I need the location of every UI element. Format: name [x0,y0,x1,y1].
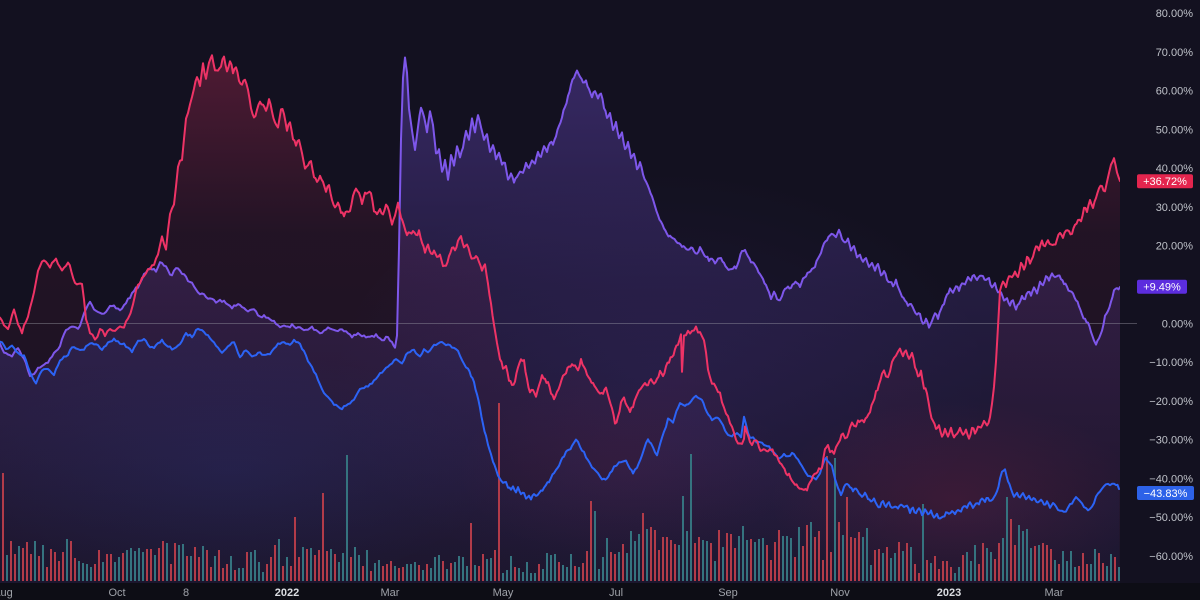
svg-text:80.00%: 80.00% [1156,8,1194,20]
svg-text:−43.83%: −43.83% [1144,488,1188,500]
svg-text:70.00%: 70.00% [1156,47,1194,59]
svg-text:Aug: Aug [0,587,13,599]
svg-text:−20.00%: −20.00% [1149,396,1193,408]
svg-text:−10.00%: −10.00% [1149,357,1193,369]
svg-text:−50.00%: −50.00% [1149,512,1193,524]
svg-text:Jul: Jul [609,587,623,599]
svg-text:Oct: Oct [108,587,125,599]
svg-text:−30.00%: −30.00% [1149,435,1193,447]
svg-text:40.00%: 40.00% [1156,163,1194,175]
svg-text:May: May [493,587,514,599]
svg-text:2023: 2023 [937,587,961,599]
svg-text:−60.00%: −60.00% [1149,551,1193,563]
svg-text:30.00%: 30.00% [1156,202,1194,214]
svg-text:20.00%: 20.00% [1156,241,1194,253]
svg-text:60.00%: 60.00% [1156,86,1194,98]
svg-text:+36.72%: +36.72% [1143,176,1187,188]
svg-text:Sep: Sep [718,587,738,599]
svg-text:Mar: Mar [1045,587,1064,599]
svg-text:+9.49%: +9.49% [1143,282,1181,294]
svg-text:Mar: Mar [381,587,400,599]
svg-text:8: 8 [183,587,189,599]
svg-text:2022: 2022 [275,587,299,599]
svg-text:Nov: Nov [830,587,850,599]
svg-text:0.00%: 0.00% [1162,318,1193,330]
svg-text:−40.00%: −40.00% [1149,474,1193,486]
svg-text:50.00%: 50.00% [1156,124,1194,136]
